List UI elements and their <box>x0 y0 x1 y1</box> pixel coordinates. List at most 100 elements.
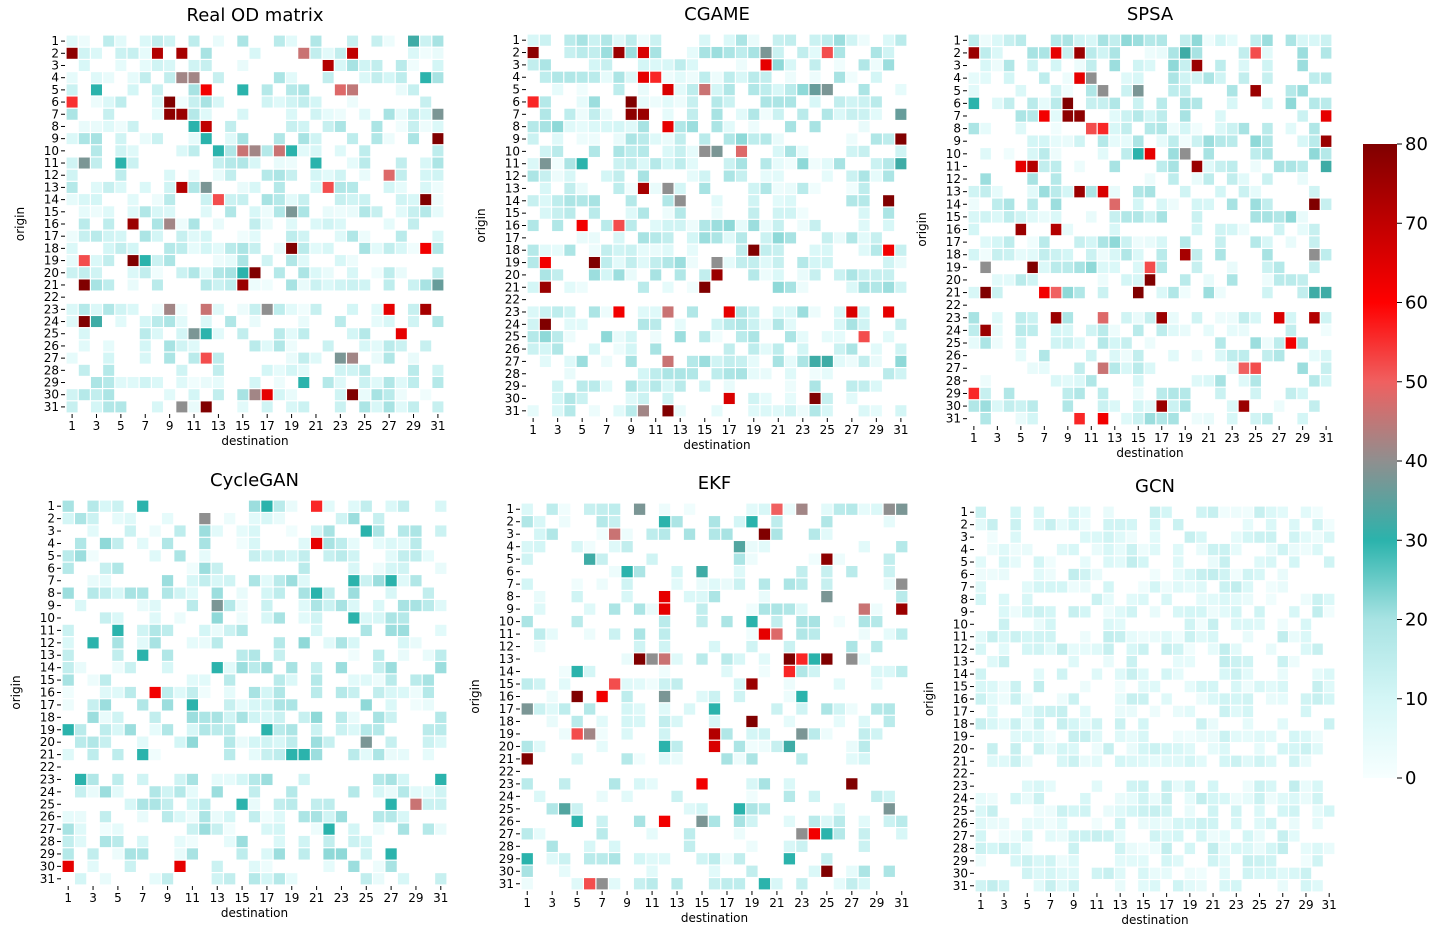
heatmap-cell <box>846 703 858 715</box>
x-tick-label: 9 <box>627 423 635 437</box>
x-tick-label: 31 <box>433 891 448 905</box>
heatmap-cell <box>127 303 139 315</box>
heatmap-cell <box>662 182 674 195</box>
heatmap-cell <box>383 267 395 279</box>
heatmap-cell <box>1138 643 1149 655</box>
heatmap-cell <box>1086 324 1097 337</box>
heatmap-cell <box>323 637 335 649</box>
heatmap-cell <box>552 207 564 219</box>
heatmap-cell <box>87 786 99 798</box>
heatmap-cell <box>161 798 174 810</box>
heatmap-cell <box>858 840 870 852</box>
heatmap-cell <box>760 392 772 405</box>
heatmap-cell <box>760 244 772 256</box>
heatmap-cell <box>576 219 588 232</box>
heatmap-cell <box>1309 72 1320 84</box>
heatmap-cell <box>200 181 212 193</box>
heatmap-cell <box>733 566 746 578</box>
heatmap-cell <box>261 724 273 736</box>
heatmap-cell <box>1132 236 1144 248</box>
heatmap-cell <box>323 736 335 748</box>
heatmap-cell <box>1219 880 1230 892</box>
heatmap-cell <box>212 352 224 364</box>
heatmap-cell <box>347 157 359 169</box>
heatmap-cell <box>783 603 796 615</box>
heatmap-cell <box>273 674 285 686</box>
heatmap-cell <box>552 71 564 83</box>
heatmap-cell <box>1207 680 1219 693</box>
y-tick-label: 17 <box>505 231 520 245</box>
heatmap-cell <box>90 84 102 96</box>
heatmap-cell <box>1226 362 1238 374</box>
heatmap-cell <box>310 811 323 823</box>
heatmap-cell <box>149 599 161 612</box>
heatmap-cell <box>66 157 78 169</box>
heatmap-cell <box>298 279 310 291</box>
heatmap-cell <box>883 628 895 640</box>
heatmap-cell <box>161 649 174 661</box>
heatmap-cell <box>199 562 211 574</box>
heatmap-cell <box>1289 606 1300 618</box>
heatmap-gcn: GCN1234567891011121314151617181920212223… <box>922 476 1337 927</box>
heatmap-cell <box>432 169 444 181</box>
heatmap-cell <box>90 206 102 218</box>
y-axis-label: origin <box>474 208 488 242</box>
heatmap-cell <box>1184 606 1196 618</box>
heatmap-cell <box>733 878 746 890</box>
heatmap-cell <box>186 599 199 612</box>
heatmap-cell <box>858 603 870 615</box>
heatmap-cell <box>1091 543 1103 556</box>
heatmap-cell <box>1191 375 1203 387</box>
heatmap-cell <box>760 46 772 59</box>
heatmap-cell <box>286 401 298 413</box>
heatmap-cell <box>1033 730 1045 742</box>
x-tick-label: 3 <box>93 419 101 433</box>
heatmap-cell <box>1196 830 1207 842</box>
heatmap-cell <box>858 34 870 46</box>
heatmap-cell <box>772 318 784 330</box>
heatmap-cell <box>1033 867 1045 879</box>
heatmap-cell <box>347 59 359 71</box>
heatmap-cell <box>164 169 176 181</box>
heatmap-cell <box>1250 362 1261 374</box>
heatmap-cell <box>735 306 748 318</box>
y-tick-label: 29 <box>40 847 55 861</box>
heatmap-cell <box>821 653 833 665</box>
heatmap-cell <box>1010 718 1021 730</box>
heatmap-cell <box>588 59 600 71</box>
heatmap-cell <box>99 786 112 798</box>
heatmap-cell <box>137 748 149 761</box>
x-tick-label: 13 <box>1107 431 1122 445</box>
heatmap-cell <box>771 615 783 628</box>
y-tick-label: 22 <box>505 293 520 307</box>
heatmap-cell <box>527 306 539 318</box>
heatmap-cell <box>686 306 699 318</box>
heatmap-cell <box>650 219 662 232</box>
heatmap-cell <box>151 303 163 315</box>
heatmap-cell <box>686 59 699 71</box>
heatmap-cell <box>1254 792 1265 805</box>
heatmap-cell <box>286 35 298 47</box>
heatmap-cell <box>686 145 699 157</box>
heatmap-cell <box>1039 349 1050 362</box>
x-tick-label: 23 <box>334 891 349 905</box>
heatmap-cell <box>1161 780 1172 792</box>
heatmap-cell <box>1320 97 1332 110</box>
heatmap-cell <box>248 500 261 512</box>
heatmap-cell <box>410 537 422 550</box>
heatmap-cell <box>435 649 447 661</box>
heatmap-cell <box>1062 135 1074 147</box>
heatmap-cell <box>1132 135 1144 147</box>
heatmap-cell <box>771 628 783 640</box>
heatmap-cell <box>748 269 760 281</box>
heatmap-cell <box>662 405 674 417</box>
heatmap-cell <box>211 587 223 599</box>
heatmap-cell <box>846 392 858 405</box>
y-tick-label: 31 <box>505 404 520 418</box>
y-tick-label: 11 <box>505 157 520 171</box>
heatmap-cell <box>1149 543 1161 556</box>
heatmap-cell <box>151 328 163 340</box>
heatmap-cell <box>527 34 539 46</box>
heatmap-cell <box>834 96 846 108</box>
heatmap-cell <box>176 218 188 230</box>
